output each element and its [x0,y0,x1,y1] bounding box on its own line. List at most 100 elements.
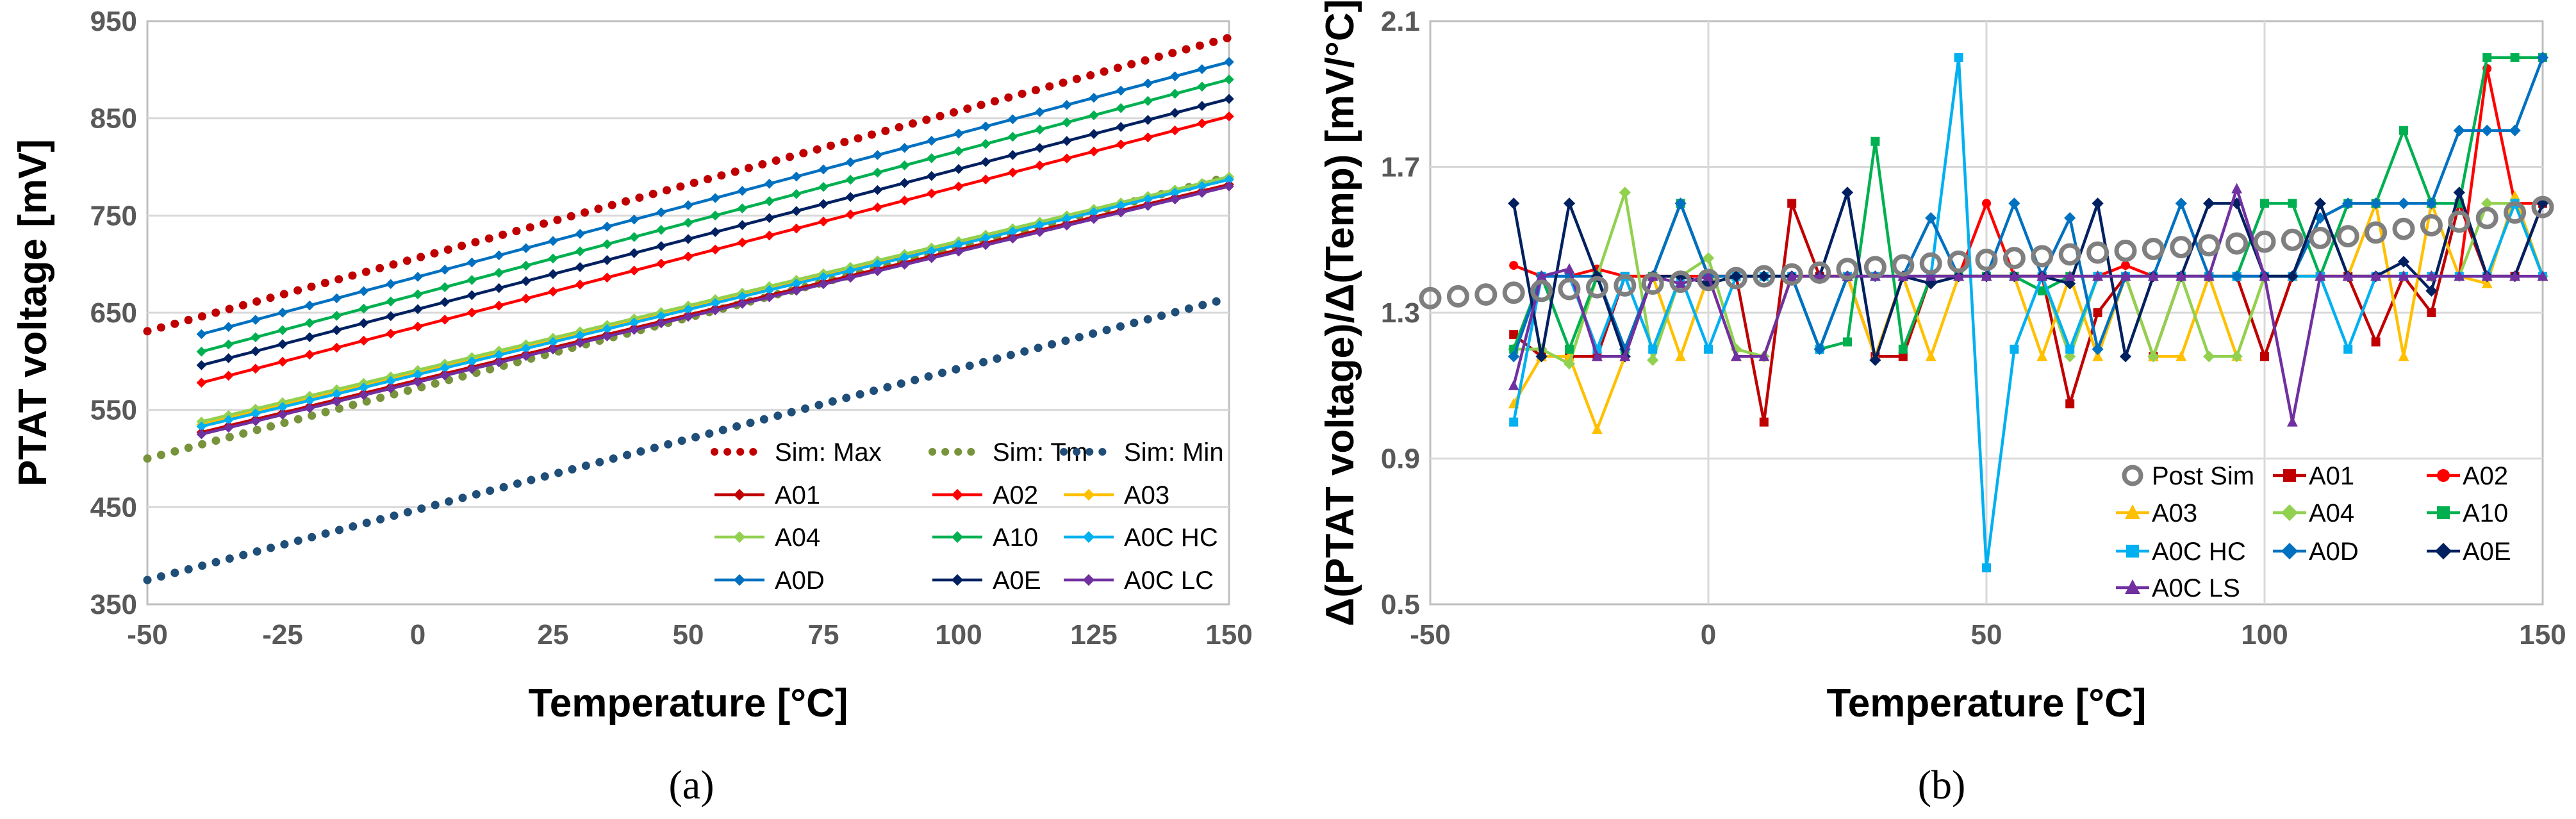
data-point [1536,270,1547,281]
y-tick-label: 650 [90,297,137,329]
data-point [1592,423,1603,434]
data-point [466,290,477,301]
y-tick-label: 850 [90,103,137,135]
data-point [521,294,531,304]
legend-label: A04 [775,524,820,552]
data-point [1116,85,1126,96]
data-point [413,304,423,315]
data-point [980,138,991,149]
data-point [2121,261,2130,270]
legend-marker [733,531,746,543]
data-point [1508,379,1519,390]
data-point [1731,351,1742,361]
legend-marker [951,531,964,543]
data-point [2064,270,2076,281]
legend-item-sim-tm: Sim: Tm [929,438,1087,467]
data-point [548,336,558,347]
data-point [1169,71,1180,81]
data-point [2315,270,2326,281]
data-point [764,230,775,241]
panel-a-x-axis-title: Temperature [°C] [528,681,848,725]
data-point [2260,352,2269,361]
data-point [927,153,937,163]
y-tick-label: 1.3 [1381,297,1420,329]
data-point [1062,213,1072,224]
data-point [602,331,613,342]
data-point [791,206,802,217]
data-point [575,279,585,290]
data-point [1034,160,1045,170]
data-point [737,291,748,302]
legend-label: Post Sim [2152,462,2254,490]
data-point [1843,337,1852,347]
data-point [1062,220,1072,231]
data-point [927,245,937,256]
panel-a-ticks: 350 450 550 650 750 850 950 -50 -25 0 25 50 75 100 125… [90,6,1253,650]
legend-marker [733,488,746,501]
data-point [1034,143,1045,153]
data-point [602,255,613,265]
data-point [1786,270,1797,281]
data-point [521,260,531,271]
data-point [629,317,640,328]
data-point [1954,53,1963,62]
legend-item-a10: A10 [2427,499,2508,527]
data-point [1508,197,1520,210]
data-point [1619,351,1631,361]
data-point [2398,270,2409,281]
x-tick-label: -25 [262,619,303,650]
data-point [2309,226,2332,249]
data-point [710,298,720,308]
data-point [331,325,342,336]
data-point [2002,247,2026,270]
data-point [196,346,207,357]
data-point [1947,250,1970,273]
data-point [845,272,855,283]
data-point [196,429,207,440]
data-point [1953,270,1964,281]
data-point [602,272,613,283]
y-tick-label: 750 [90,200,137,231]
data-point [493,357,504,368]
data-point [656,258,666,269]
legend-marker [2437,506,2450,519]
data-point [466,364,477,374]
data-point [1925,351,1936,361]
data-point [1197,81,1207,92]
panel-b-legend: Post Sim A01 A02 A03 A04 A10 A0C HC A0D A0E A0C L… [2116,462,2511,602]
data-point [2481,277,2493,288]
data-point [2342,197,2354,210]
data-point [2065,344,2075,354]
data-point [1647,354,1659,367]
data-point [1870,136,1880,146]
data-point [2120,270,2131,281]
data-point [548,269,558,279]
data-point [1808,261,1831,284]
data-point [1062,117,1072,128]
data-point [2392,217,2415,240]
data-point [277,339,288,349]
data-point [1813,343,1826,355]
legend-label: A0C HC [2152,538,2246,566]
data-point [1197,64,1207,74]
data-point [1509,261,1519,270]
x-tick-label: 125 [1070,619,1117,650]
data-point [818,272,829,283]
data-point [1062,99,1072,110]
data-point [2281,228,2304,251]
data-point [1474,283,1498,306]
data-point [1925,270,1936,281]
data-point [223,322,234,332]
data-point [2370,270,2381,281]
data-point [466,356,477,367]
panel-a-caption: (a) [668,762,714,807]
data-point [710,193,720,203]
data-point [331,342,342,353]
data-point [737,186,748,196]
data-point [2398,351,2409,361]
data-point [2092,270,2103,281]
data-point [845,157,855,167]
series-a0c-ls [1508,183,2548,427]
data-point [2454,270,2465,281]
